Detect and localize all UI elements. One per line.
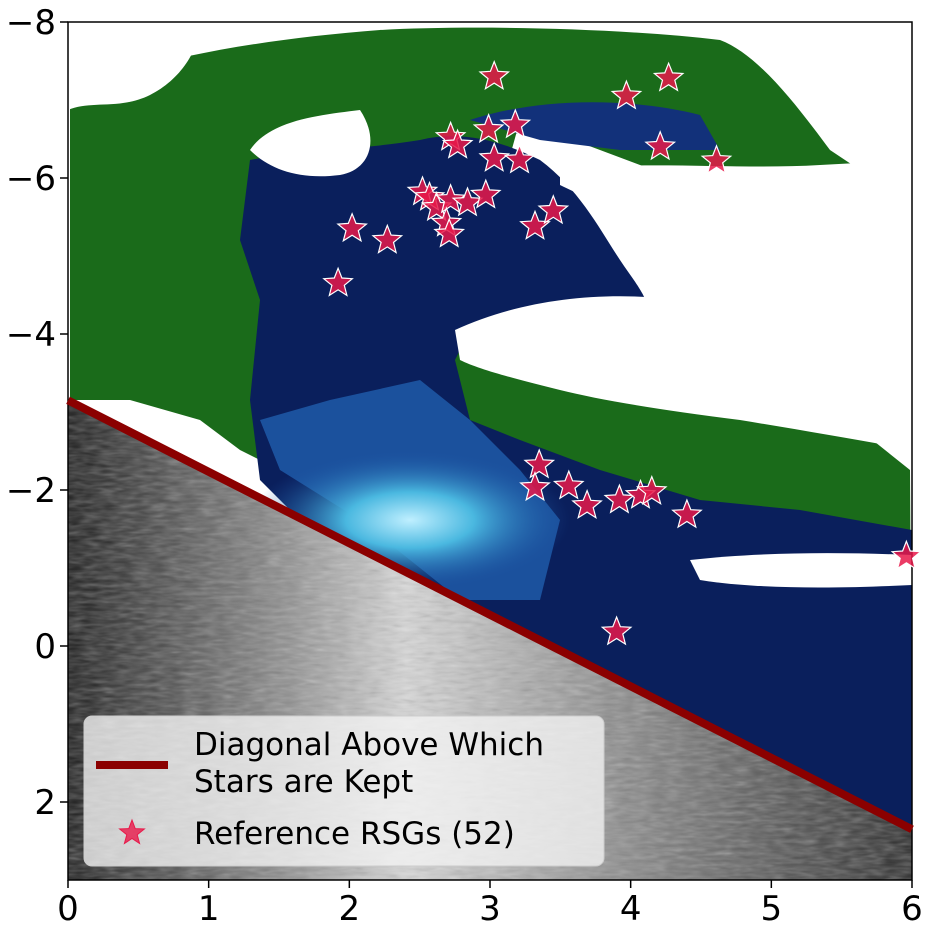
rsg-star-point bbox=[571, 488, 603, 520]
rsg-star-point bbox=[441, 128, 474, 159]
legend-star-swatch bbox=[118, 818, 146, 845]
rsg-star-point bbox=[433, 217, 466, 248]
y-tick-label: 2 bbox=[34, 783, 56, 823]
legend-line-label-2: Stars are Kept bbox=[194, 764, 413, 800]
rsg-star-point bbox=[371, 223, 404, 254]
rsg-star-point bbox=[499, 108, 532, 139]
white-gap-left bbox=[250, 110, 371, 177]
rsg-star-point bbox=[610, 79, 643, 110]
rsg-star-point bbox=[600, 615, 633, 646]
rsg-star-point bbox=[523, 448, 556, 479]
rsg-star-point bbox=[519, 471, 551, 502]
rsg-star-point bbox=[635, 474, 668, 506]
x-tick-label: 6 bbox=[901, 889, 923, 929]
x-tick-label: 1 bbox=[198, 889, 220, 929]
rsg-star-point bbox=[472, 112, 505, 144]
white-gap-right bbox=[455, 296, 912, 450]
y-axis: −8 −6 −4 −2 0 2 bbox=[6, 3, 68, 823]
x-tick-label: 3 bbox=[479, 889, 501, 929]
rsg-star-point bbox=[644, 130, 677, 161]
white-gap-top-right bbox=[560, 160, 912, 260]
rsg-star-point bbox=[652, 61, 685, 92]
rsg-star-point bbox=[451, 186, 484, 217]
x-tick-label: 5 bbox=[761, 889, 783, 929]
x-tick-label: 0 bbox=[57, 889, 79, 929]
rsg-star-point bbox=[537, 194, 570, 225]
y-tick-label: 0 bbox=[34, 627, 56, 667]
legend: Diagonal Above Which Stars are Kept Refe… bbox=[83, 715, 605, 867]
rsg-star-point bbox=[700, 144, 733, 175]
rsg-star-point bbox=[322, 266, 354, 297]
rsg-star-point bbox=[478, 59, 511, 91]
rsg-star-point bbox=[503, 143, 536, 174]
white-gap-top-left bbox=[68, 22, 200, 110]
rsg-star-point bbox=[434, 183, 467, 214]
rsg-star-point bbox=[478, 141, 511, 172]
rsg-star-point bbox=[552, 469, 585, 500]
rsg-star-point bbox=[671, 498, 703, 529]
legend-box bbox=[83, 715, 605, 867]
legend-marker-label: Reference RSGs (52) bbox=[194, 816, 515, 852]
x-tick-label: 2 bbox=[339, 889, 361, 929]
y-tick-label: −8 bbox=[6, 3, 56, 43]
legend-line-label-1: Diagonal Above Which bbox=[194, 727, 544, 763]
y-tick-label: −4 bbox=[6, 315, 56, 355]
white-gap-lower-right bbox=[690, 553, 912, 588]
rsg-star-point bbox=[890, 539, 923, 570]
y-tick-label: −2 bbox=[6, 471, 56, 511]
rsg-stars bbox=[322, 59, 923, 646]
rsg-star-point bbox=[336, 212, 368, 243]
y-tick-label: −6 bbox=[6, 159, 56, 199]
rsg-star-point bbox=[469, 178, 502, 209]
diagonal-line bbox=[66, 396, 914, 833]
rsg-star-point bbox=[603, 483, 636, 514]
x-tick-label: 4 bbox=[620, 889, 642, 929]
x-axis: 0 1 2 3 4 5 6 bbox=[57, 880, 923, 929]
